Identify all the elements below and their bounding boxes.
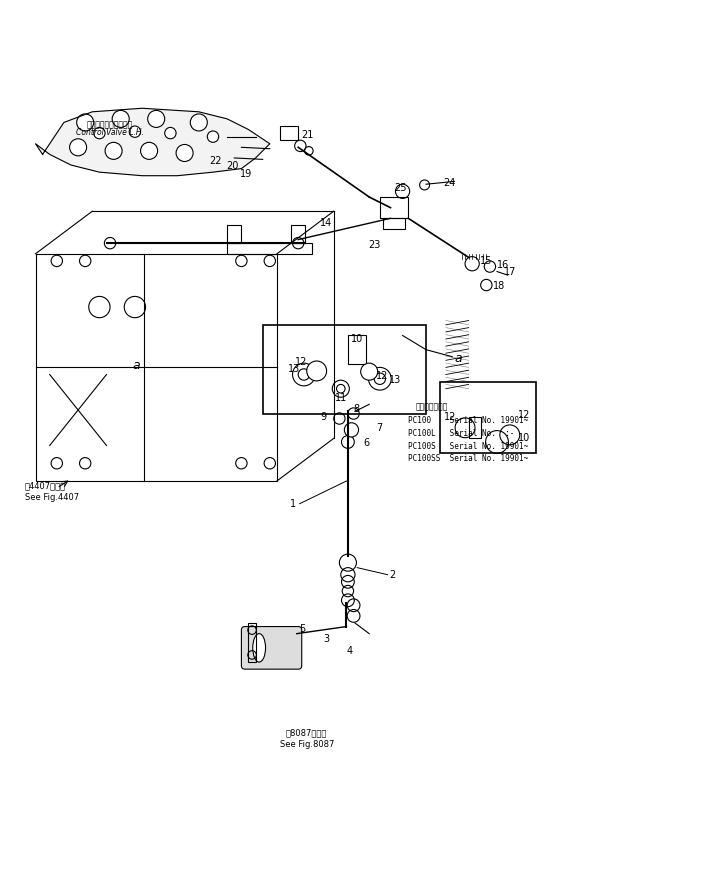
Text: PC100L   Serial No.  :-: PC100L Serial No. :-	[408, 429, 515, 438]
Text: 17: 17	[504, 266, 516, 276]
Text: 13: 13	[389, 375, 401, 385]
Bar	[383, 218, 405, 229]
Circle shape	[176, 144, 193, 161]
Text: 9: 9	[320, 413, 327, 422]
Text: 1: 1	[290, 499, 296, 509]
Circle shape	[361, 364, 378, 380]
Text: 第8087図参照
See Fig.8087: 第8087図参照 See Fig.8087	[280, 728, 334, 749]
Bar	[248, 623, 256, 662]
Text: 第4407図参照
See Fig.4407: 第4407図参照 See Fig.4407	[25, 481, 79, 503]
Circle shape	[344, 423, 359, 437]
Text: 10: 10	[518, 433, 530, 444]
Bar	[348, 335, 366, 364]
Circle shape	[129, 126, 141, 137]
Text: 2: 2	[389, 569, 395, 580]
Circle shape	[148, 110, 165, 127]
Circle shape	[124, 297, 146, 318]
Text: 15: 15	[480, 256, 492, 266]
Text: 23: 23	[368, 240, 380, 249]
Text: 12: 12	[518, 410, 530, 420]
Circle shape	[70, 139, 87, 156]
Text: 18: 18	[493, 282, 506, 291]
Text: 適　用　号　機: 適 用 号 機	[415, 402, 448, 411]
Bar	[380, 197, 408, 218]
Text: 12: 12	[295, 356, 307, 367]
Bar	[440, 381, 536, 453]
Bar	[291, 225, 305, 243]
Text: 21: 21	[302, 129, 314, 140]
Text: 3: 3	[323, 634, 329, 643]
Text: 4: 4	[346, 646, 353, 657]
Circle shape	[77, 114, 94, 131]
Circle shape	[307, 361, 327, 380]
Circle shape	[368, 367, 391, 390]
Circle shape	[293, 364, 315, 386]
Text: PC100S   Serial No. 19901~: PC100S Serial No. 19901~	[408, 442, 528, 451]
Bar	[263, 325, 426, 413]
Text: 12: 12	[444, 413, 456, 422]
Text: 5: 5	[300, 624, 306, 634]
Bar	[227, 225, 241, 243]
Circle shape	[94, 127, 105, 139]
Text: a: a	[132, 359, 140, 372]
Circle shape	[89, 297, 110, 318]
Text: 13: 13	[288, 364, 300, 374]
Circle shape	[165, 127, 176, 139]
Text: 22: 22	[209, 157, 222, 167]
FancyBboxPatch shape	[241, 626, 302, 669]
Text: コントロールバルブ左: コントロールバルブ左	[87, 120, 133, 129]
Text: 25: 25	[394, 183, 407, 192]
Circle shape	[105, 143, 122, 159]
Text: 7: 7	[376, 423, 383, 433]
Bar	[227, 243, 312, 254]
Text: 12: 12	[376, 371, 388, 381]
Text: 10: 10	[351, 334, 363, 344]
Text: PC100SS  Serial No. 19901~: PC100SS Serial No. 19901~	[408, 454, 528, 463]
Text: 14: 14	[320, 218, 332, 228]
Circle shape	[190, 114, 207, 131]
Circle shape	[141, 143, 158, 159]
Bar	[280, 126, 298, 140]
Text: PC100    Serial No. 19901~: PC100 Serial No. 19901~	[408, 416, 528, 425]
Polygon shape	[36, 108, 270, 176]
Circle shape	[112, 110, 129, 127]
Text: Control Valve L.H.: Control Valve L.H.	[76, 128, 144, 137]
Text: 16: 16	[497, 260, 509, 270]
Circle shape	[207, 131, 219, 143]
Text: 6: 6	[364, 438, 370, 448]
Bar	[469, 417, 481, 438]
Circle shape	[342, 436, 354, 448]
Text: 20: 20	[226, 161, 238, 171]
Text: 8: 8	[354, 405, 360, 414]
Text: 19: 19	[240, 169, 252, 179]
Text: 24: 24	[444, 178, 456, 188]
Text: a: a	[454, 352, 462, 365]
Text: 11: 11	[334, 393, 347, 403]
Ellipse shape	[253, 634, 266, 662]
Bar	[36, 254, 277, 481]
